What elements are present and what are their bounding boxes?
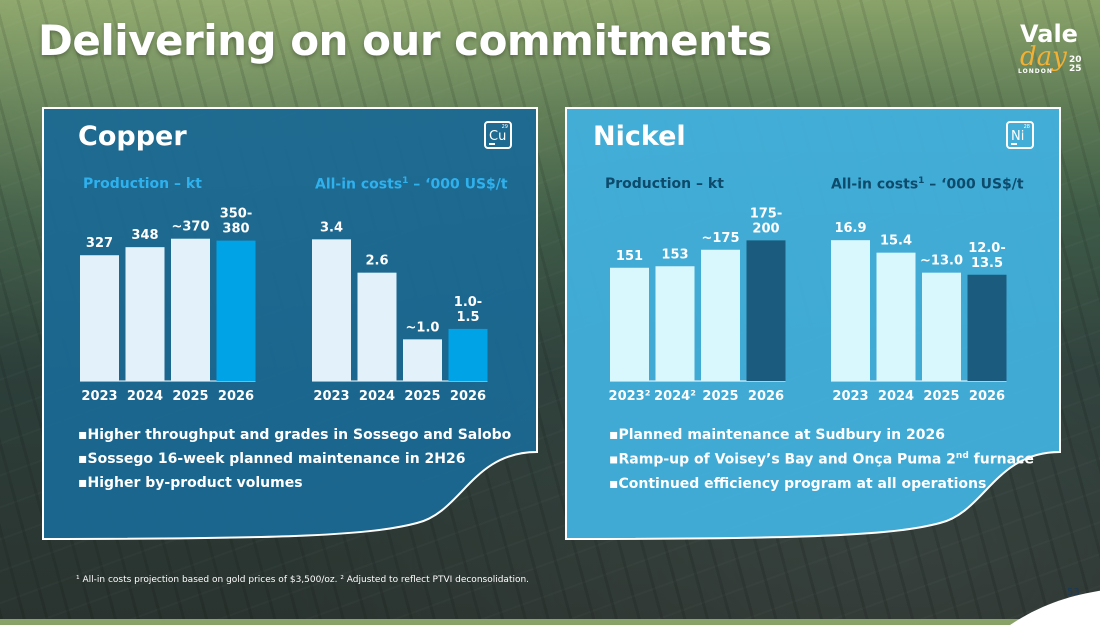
data-label: 15.4 bbox=[880, 234, 912, 249]
bar-2024 bbox=[357, 272, 397, 381]
copper-panel-background bbox=[42, 107, 538, 540]
copper-costs-chart: 3.4 2023 2.6 2024 ~1.0 2025 1.0-1.5 2026 bbox=[312, 220, 488, 404]
bullet-item: ▪Higher throughput and grades in Sossego… bbox=[78, 427, 512, 443]
nickel-title: Nickel bbox=[593, 121, 686, 152]
bar-2025 bbox=[922, 272, 961, 381]
copper-panel: Copper 29 Cu Production – kt All-in cost… bbox=[42, 107, 538, 540]
nickel-bullets: ▪Planned maintenance at Sudbury in 2026 … bbox=[609, 427, 1034, 500]
bar-2024 bbox=[125, 247, 165, 381]
copper-bullets: ▪Higher throughput and grades in Sossego… bbox=[78, 427, 511, 499]
data-label: 348 bbox=[131, 228, 158, 243]
x-tick-label: 2025 bbox=[702, 389, 738, 404]
bar-2026 bbox=[746, 240, 786, 381]
nickel-panel-background bbox=[565, 107, 1061, 540]
bar-2025 bbox=[171, 238, 210, 381]
x-tick-label: 2026 bbox=[450, 389, 486, 404]
x-tick-label: 2024 bbox=[127, 389, 163, 404]
copper-costs-title: All-in costs1 – ‘000 US$/t bbox=[315, 176, 508, 193]
bullet-item: ▪Sossego 16-week planned maintenance in … bbox=[78, 451, 466, 467]
data-label: ~1.0 bbox=[406, 320, 440, 335]
copper-title: Copper bbox=[78, 121, 187, 152]
data-label: ~370 bbox=[171, 220, 209, 235]
data-label: 2.6 bbox=[365, 254, 388, 269]
data-label: 200 bbox=[752, 221, 779, 236]
bar-2026 bbox=[216, 240, 256, 381]
x-tick-label: 2026 bbox=[969, 389, 1005, 404]
nickel-costs-title: All-in costs1 – ‘000 US$/t bbox=[831, 176, 1024, 193]
nickel-element-icon: 28 Ni bbox=[1006, 121, 1034, 149]
page-title: Delivering on our commitments bbox=[38, 16, 772, 65]
x-tick-label: 2025 bbox=[923, 389, 959, 404]
bullet-item: ▪Planned maintenance at Sudbury in 2026 bbox=[609, 427, 945, 443]
page-number: 53 bbox=[1067, 587, 1080, 598]
data-label: 1.5 bbox=[456, 310, 479, 325]
bar-2023 bbox=[831, 240, 870, 381]
data-label: 151 bbox=[616, 249, 643, 264]
bullet-item: ▪Ramp-up of Voisey’s Bay and Onça Puma 2… bbox=[609, 451, 1034, 468]
nickel-costs-chart: 16.9 2023 15.4 2024 ~13.0 2025 12.0-13.5 2026 bbox=[831, 221, 1007, 404]
data-label: 3.4 bbox=[320, 220, 343, 235]
data-label: 12.0- bbox=[968, 241, 1005, 256]
x-tick-label: 2024 bbox=[359, 389, 395, 404]
x-tick-label: 2024 bbox=[878, 389, 914, 404]
x-tick-label: 2025 bbox=[172, 389, 208, 404]
corner-wave bbox=[1010, 590, 1100, 625]
data-label: 16.9 bbox=[834, 221, 866, 236]
data-label: 380 bbox=[222, 222, 249, 237]
x-tick-label: 2025 bbox=[404, 389, 440, 404]
copper-element-icon: 29 Cu bbox=[484, 121, 512, 149]
footnote: ¹ All-in costs projection based on gold … bbox=[76, 575, 530, 585]
x-tick-label: 2026 bbox=[218, 389, 254, 404]
x-tick-label: 2023 bbox=[832, 389, 868, 404]
bar-2023 bbox=[80, 255, 119, 381]
copper-production-title: Production – kt bbox=[83, 176, 202, 192]
data-label: 13.5 bbox=[971, 256, 1003, 271]
data-label: 153 bbox=[661, 247, 688, 262]
nickel-production-chart: 151 2023² 153 2024² ~175 2025 175-200 2026 bbox=[609, 206, 786, 404]
data-label: ~13.0 bbox=[920, 254, 963, 269]
bar-2025 bbox=[403, 339, 442, 381]
data-label: 1.0- bbox=[454, 295, 482, 310]
data-label: ~175 bbox=[701, 231, 739, 246]
data-label: 175- bbox=[750, 206, 783, 221]
vale-day-logo: Vale day LONDON 20 25 bbox=[1018, 20, 1082, 75]
bullet-item: ▪Higher by-product volumes bbox=[78, 475, 303, 491]
x-tick-label: 2024² bbox=[654, 389, 696, 404]
bar-2023 bbox=[610, 267, 649, 381]
data-label: 327 bbox=[86, 236, 113, 251]
bar-2023 bbox=[312, 239, 351, 381]
bar-2026 bbox=[448, 328, 488, 381]
bullet-item: ▪Continued efficiency program at all ope… bbox=[609, 475, 987, 492]
bar-2025 bbox=[701, 249, 740, 381]
bar-2024 bbox=[655, 266, 695, 381]
data-label: 350- bbox=[220, 207, 253, 222]
x-tick-label: 2023 bbox=[81, 389, 117, 404]
bar-2026 bbox=[967, 274, 1007, 381]
bar-2024 bbox=[876, 252, 916, 381]
x-tick-label: 2026 bbox=[748, 389, 784, 404]
x-tick-label: 2023 bbox=[313, 389, 349, 404]
nickel-production-title: Production – kt bbox=[605, 176, 724, 192]
x-tick-label: 2023² bbox=[609, 389, 651, 404]
nickel-panel: Nickel 28 Ni Production – kt All-in cost… bbox=[565, 107, 1061, 540]
copper-production-chart: 327 2023 348 2024 ~370 2025 350-380 2026 bbox=[80, 207, 256, 404]
